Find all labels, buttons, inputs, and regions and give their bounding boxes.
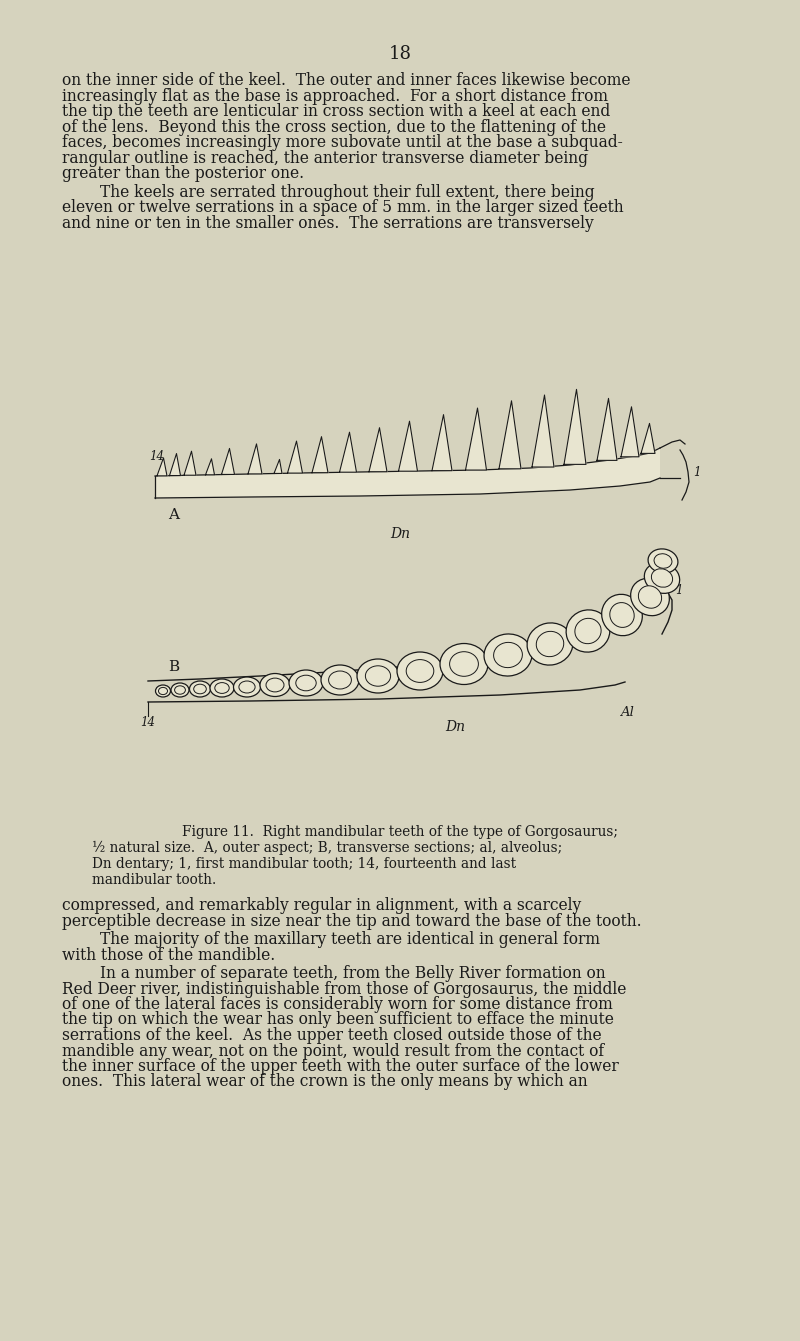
Ellipse shape: [260, 673, 290, 696]
Ellipse shape: [194, 684, 206, 693]
Text: 1: 1: [693, 465, 701, 479]
Text: serrations of the keel.  As the upper teeth closed outside those of the: serrations of the keel. As the upper tee…: [62, 1027, 602, 1045]
Text: compressed, and remarkably regular in alignment, with a scarcely: compressed, and remarkably regular in al…: [62, 897, 582, 915]
Text: eleven or twelve serrations in a space of 5 mm. in the larger sized teeth: eleven or twelve serrations in a space o…: [62, 198, 624, 216]
Text: mandibular tooth.: mandibular tooth.: [92, 873, 216, 886]
Polygon shape: [641, 424, 655, 453]
Text: Dn: Dn: [445, 720, 465, 734]
Polygon shape: [621, 406, 639, 457]
Ellipse shape: [602, 594, 642, 636]
Text: The majority of the maxillary teeth are identical in general form: The majority of the maxillary teeth are …: [100, 931, 600, 948]
Text: B: B: [168, 660, 179, 675]
Text: Red Deer river, indistinguishable from those of Gorgosaurus, the middle: Red Deer river, indistinguishable from t…: [62, 980, 626, 998]
Polygon shape: [222, 448, 234, 475]
Text: faces, becomes increasingly more subovate until at the base a subquad-: faces, becomes increasingly more subovat…: [62, 134, 622, 152]
Text: The keels are serrated throughout their full extent, there being: The keels are serrated throughout their …: [100, 184, 594, 201]
Polygon shape: [398, 421, 418, 471]
Ellipse shape: [638, 586, 662, 609]
Ellipse shape: [484, 634, 532, 676]
Text: In a number of separate teeth, from the Belly River formation on: In a number of separate teeth, from the …: [100, 966, 606, 982]
Polygon shape: [597, 398, 617, 460]
Text: the tip on which the wear has only been sufficient to efface the minute: the tip on which the wear has only been …: [62, 1011, 614, 1029]
Polygon shape: [170, 453, 181, 476]
Ellipse shape: [651, 569, 673, 587]
Ellipse shape: [440, 644, 488, 684]
Ellipse shape: [527, 624, 573, 665]
Polygon shape: [274, 460, 282, 473]
Text: ones.  This lateral wear of the crown is the only means by which an: ones. This lateral wear of the crown is …: [62, 1074, 588, 1090]
Polygon shape: [564, 389, 586, 464]
Text: greater than the posterior one.: greater than the posterior one.: [62, 165, 304, 182]
Ellipse shape: [630, 578, 670, 616]
Ellipse shape: [190, 681, 210, 697]
Ellipse shape: [406, 660, 434, 683]
Polygon shape: [499, 401, 521, 469]
Ellipse shape: [296, 676, 316, 691]
Ellipse shape: [239, 681, 255, 693]
Ellipse shape: [329, 670, 351, 689]
Ellipse shape: [610, 602, 634, 628]
Text: Al: Al: [620, 705, 634, 719]
Polygon shape: [155, 448, 660, 498]
Ellipse shape: [214, 683, 230, 693]
Text: ½ natural size.  A, outer aspect; B, transverse sections; al, alveolus;: ½ natural size. A, outer aspect; B, tran…: [92, 841, 562, 856]
Ellipse shape: [158, 688, 167, 695]
Text: the inner surface of the upper teeth with the outer surface of the lower: the inner surface of the upper teeth wit…: [62, 1058, 618, 1075]
Ellipse shape: [321, 665, 359, 695]
Text: Figure 11.  Right mandibular teeth of the type of Gorgosaurus;: Figure 11. Right mandibular teeth of the…: [182, 825, 618, 839]
Ellipse shape: [234, 677, 261, 697]
Text: of one of the lateral faces is considerably worn for some distance from: of one of the lateral faces is considera…: [62, 996, 613, 1012]
Ellipse shape: [397, 652, 443, 691]
Text: 14: 14: [150, 451, 165, 463]
Text: with those of the mandible.: with those of the mandible.: [62, 947, 275, 963]
Text: perceptible decrease in size near the tip and toward the base of the tooth.: perceptible decrease in size near the ti…: [62, 912, 642, 929]
Ellipse shape: [210, 679, 234, 697]
Ellipse shape: [289, 670, 323, 696]
Polygon shape: [339, 432, 357, 472]
Ellipse shape: [450, 652, 478, 676]
Ellipse shape: [648, 548, 678, 573]
Ellipse shape: [575, 618, 601, 644]
Text: 18: 18: [389, 46, 411, 63]
Text: rangular outline is reached, the anterior transverse diameter being: rangular outline is reached, the anterio…: [62, 149, 588, 166]
Polygon shape: [206, 459, 214, 475]
Ellipse shape: [566, 610, 610, 652]
Text: increasingly flat as the base is approached.  For a short distance from: increasingly flat as the base is approac…: [62, 87, 608, 105]
Ellipse shape: [357, 658, 399, 693]
Text: and nine or ten in the smaller ones.  The serrations are transversely: and nine or ten in the smaller ones. The…: [62, 215, 594, 232]
Ellipse shape: [155, 685, 170, 697]
Text: on the inner side of the keel.  The outer and inner faces likewise become: on the inner side of the keel. The outer…: [62, 72, 630, 89]
Text: Dn: Dn: [390, 527, 410, 540]
Ellipse shape: [536, 632, 564, 657]
Polygon shape: [248, 444, 262, 473]
Polygon shape: [369, 428, 387, 472]
Ellipse shape: [174, 685, 186, 695]
Polygon shape: [157, 457, 167, 476]
Ellipse shape: [266, 679, 284, 692]
Ellipse shape: [644, 563, 680, 593]
Text: the tip the teeth are lenticular in cross section with a keel at each end: the tip the teeth are lenticular in cros…: [62, 103, 610, 119]
Polygon shape: [532, 396, 554, 467]
Ellipse shape: [366, 665, 390, 687]
Polygon shape: [312, 437, 328, 472]
Polygon shape: [184, 451, 196, 475]
Polygon shape: [432, 414, 452, 471]
Ellipse shape: [171, 683, 189, 697]
Text: Dn dentary; 1, first mandibular tooth; 14, fourteenth and last: Dn dentary; 1, first mandibular tooth; 1…: [92, 857, 516, 872]
Polygon shape: [287, 441, 302, 473]
Ellipse shape: [654, 554, 672, 569]
Ellipse shape: [494, 642, 522, 668]
Text: of the lens.  Beyond this the cross section, due to the flattening of the: of the lens. Beyond this the cross secti…: [62, 118, 606, 135]
Text: 1: 1: [675, 583, 682, 597]
Polygon shape: [466, 408, 486, 471]
Text: mandible any wear, not on the point, would result from the contact of: mandible any wear, not on the point, wou…: [62, 1042, 604, 1059]
Text: A: A: [168, 508, 179, 522]
Text: 14: 14: [141, 716, 155, 730]
